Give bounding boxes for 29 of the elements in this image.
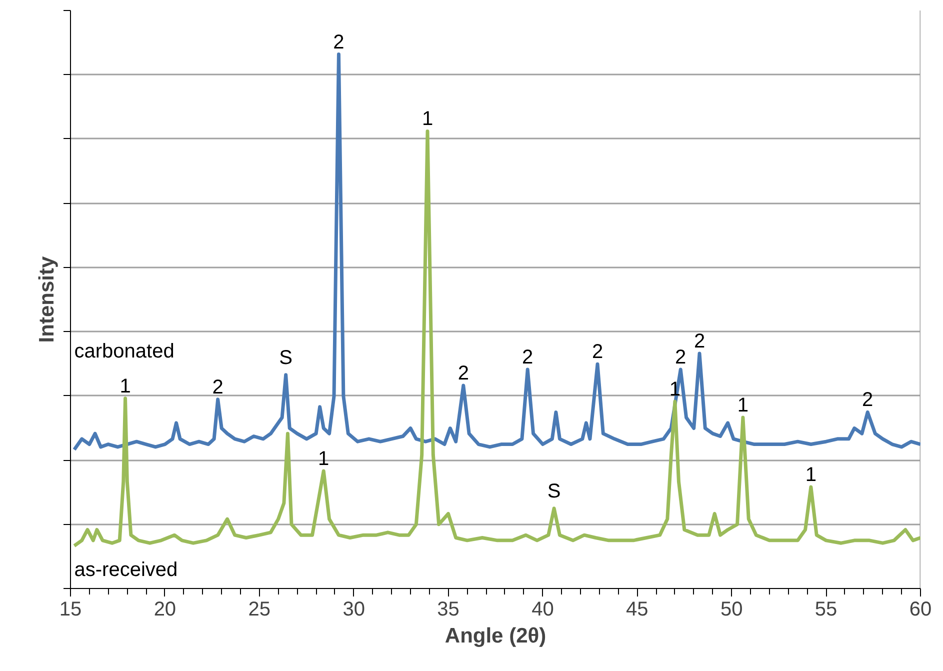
series-label: as-received: [74, 558, 178, 581]
x-tick-label: 15: [59, 598, 82, 620]
x-tick-label: 35: [437, 598, 460, 620]
x-tick-label: 25: [248, 598, 271, 620]
x-tick-label: 20: [154, 598, 176, 620]
annotation: 2: [675, 346, 686, 368]
x-axis-title: Angle (2θ): [444, 624, 546, 648]
annotation: 2: [333, 31, 344, 54]
annotation: 1: [805, 464, 817, 486]
x-tick-label: 45: [626, 598, 648, 620]
annotation: 2: [592, 341, 604, 364]
annotation: 2: [212, 376, 224, 398]
x-tick-label: 60: [909, 598, 932, 620]
annotation: 1: [318, 448, 330, 470]
annotation: S: [547, 480, 561, 502]
annotation: 2: [458, 362, 469, 385]
x-tick-label: 50: [720, 598, 743, 620]
annotation: S: [279, 346, 293, 369]
x-tick-label: 40: [532, 598, 554, 620]
text: carbonated: [74, 340, 174, 363]
annotation: 2: [522, 346, 534, 368]
annotation: 1: [120, 375, 131, 398]
x-tick-label: 30: [342, 598, 365, 620]
annotation: 1: [422, 108, 434, 130]
x-tick-label: 55: [814, 598, 838, 620]
annotation: 2: [694, 330, 706, 352]
y-axis-title: Intensity: [36, 256, 58, 343]
annotation: 2: [862, 389, 874, 412]
annotation: 1: [737, 394, 749, 417]
